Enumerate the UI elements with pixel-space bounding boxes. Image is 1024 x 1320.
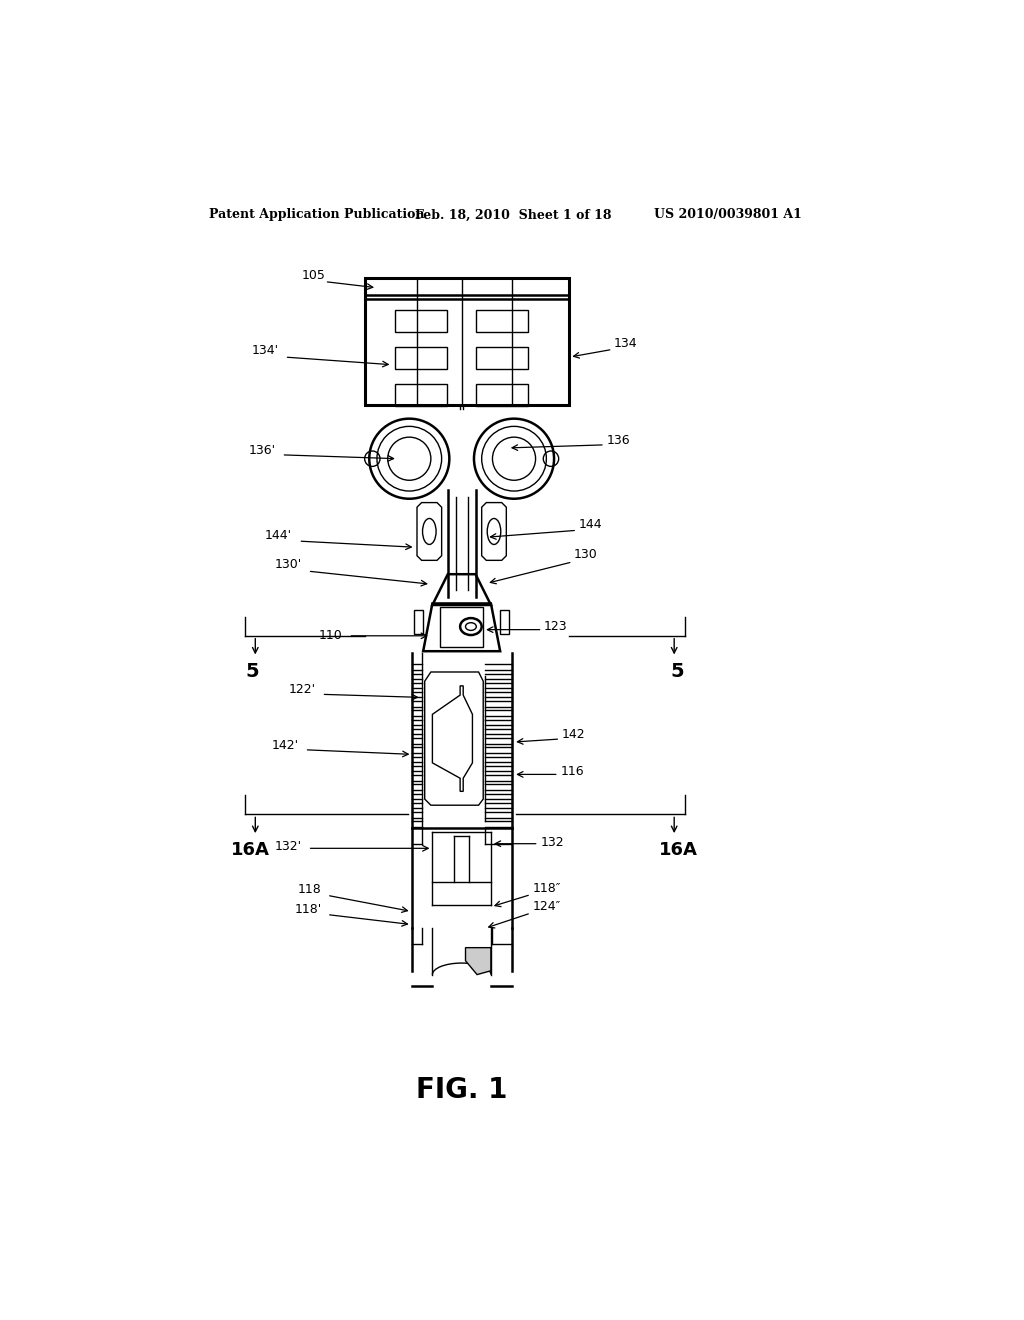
Text: 142: 142 (562, 727, 586, 741)
Text: US 2010/0039801 A1: US 2010/0039801 A1 (654, 209, 802, 222)
Text: 136': 136' (248, 445, 275, 458)
Text: 5: 5 (671, 663, 684, 681)
Text: 132: 132 (541, 836, 564, 849)
Text: 123: 123 (544, 620, 567, 634)
Text: 134: 134 (614, 337, 638, 350)
Text: 110: 110 (318, 630, 342, 643)
Text: 130: 130 (574, 548, 598, 561)
Text: 116: 116 (560, 764, 584, 777)
Text: FIG. 1: FIG. 1 (416, 1076, 507, 1104)
Text: 122': 122' (288, 684, 315, 696)
Text: Patent Application Publication: Patent Application Publication (209, 209, 425, 222)
Text: 144': 144' (265, 529, 292, 543)
Text: Feb. 18, 2010  Sheet 1 of 18: Feb. 18, 2010 Sheet 1 of 18 (416, 209, 612, 222)
Text: 124″: 124″ (532, 900, 561, 913)
Text: 118: 118 (298, 883, 322, 896)
Text: 130': 130' (274, 558, 301, 572)
Text: 142': 142' (271, 739, 298, 751)
Text: 144: 144 (579, 519, 602, 532)
Text: 16A: 16A (659, 841, 698, 858)
Text: 118″: 118″ (532, 882, 561, 895)
Text: 105: 105 (301, 269, 326, 282)
Text: 5: 5 (246, 663, 259, 681)
Text: 132': 132' (274, 840, 301, 853)
Text: 118': 118' (294, 903, 322, 916)
Text: 136: 136 (606, 434, 630, 447)
Text: 16A: 16A (230, 841, 269, 858)
Text: 134': 134' (252, 345, 280, 358)
Polygon shape (466, 948, 490, 974)
